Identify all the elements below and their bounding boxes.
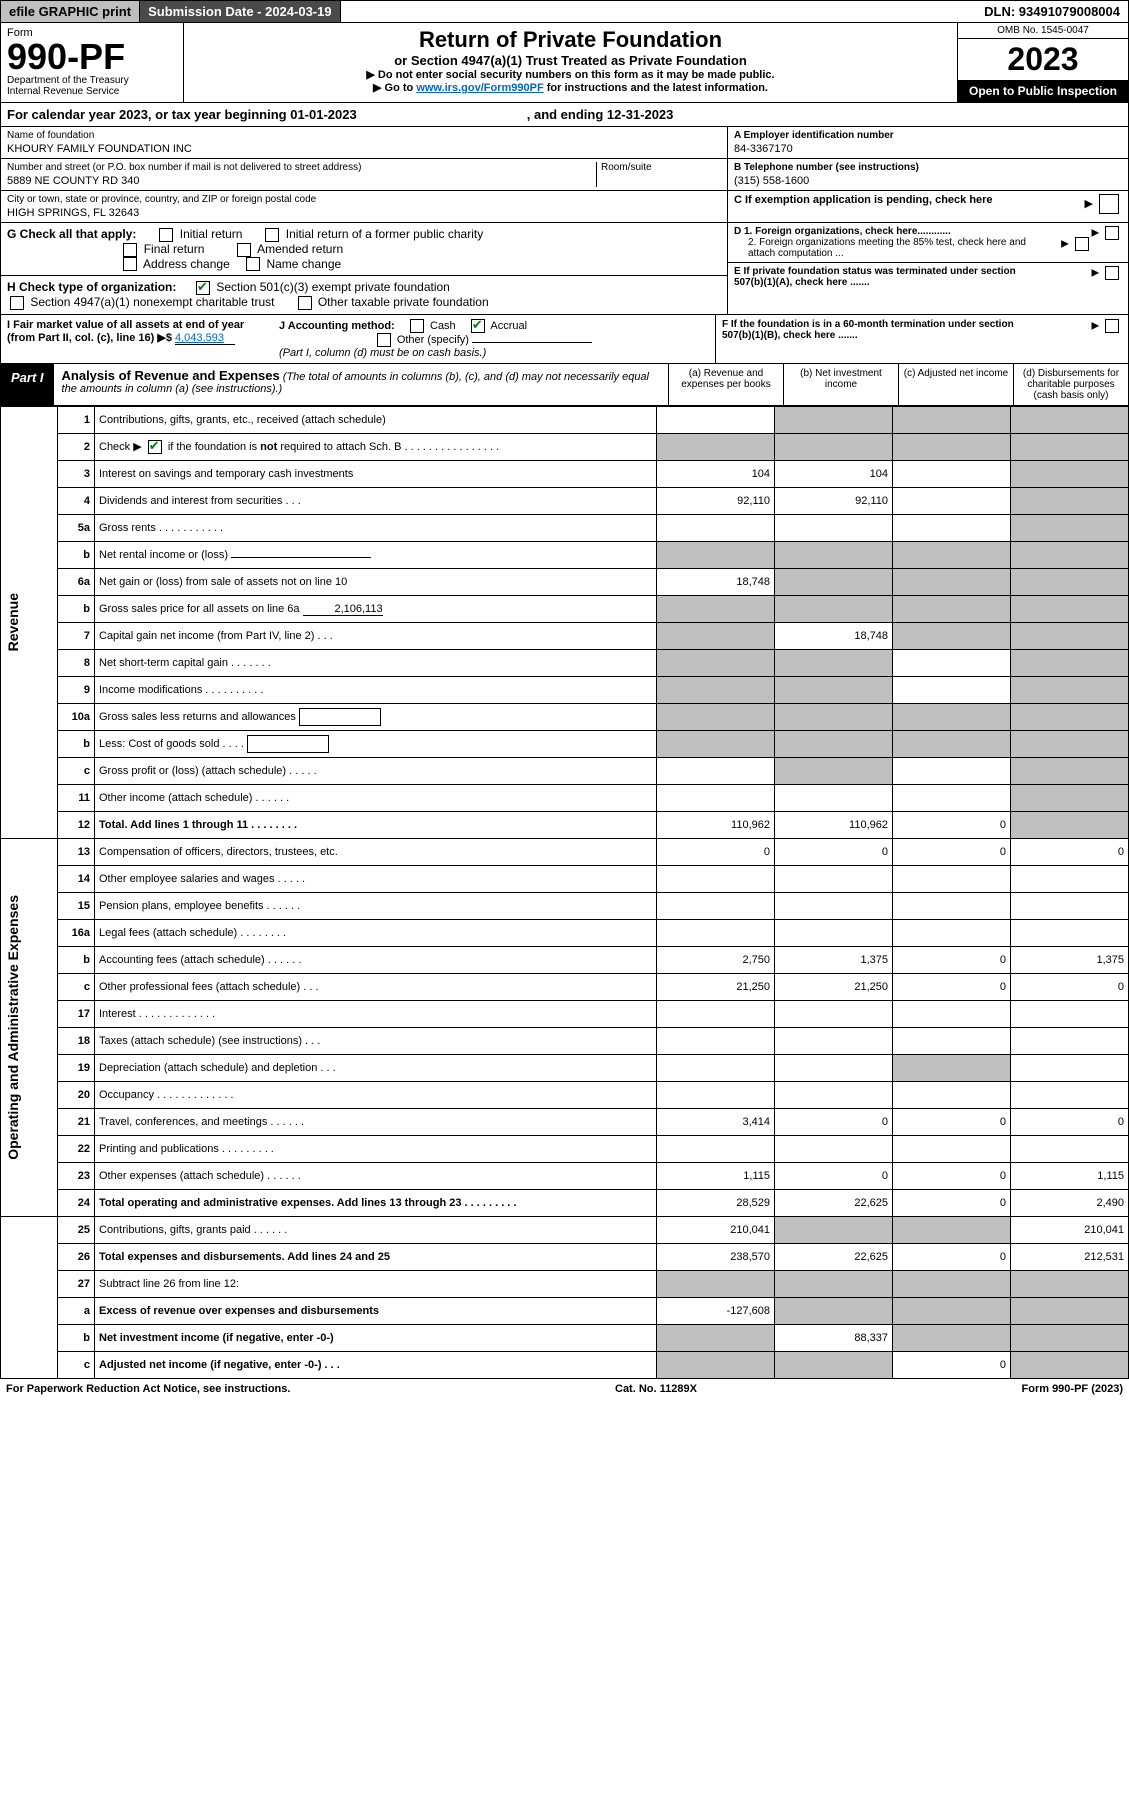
foundation-city: HIGH SPRINGS, FL 32643 (7, 205, 721, 219)
e-checkbox[interactable] (1105, 266, 1119, 280)
h-501c3-checkbox[interactable] (196, 281, 210, 295)
tax-year: 2023 (958, 39, 1128, 80)
i-value[interactable]: 4,043,593 (175, 332, 235, 345)
revenue-label: Revenue (5, 593, 21, 651)
form-title: Return of Private Foundation (192, 27, 949, 53)
d1-label: D 1. Foreign organizations, check here..… (734, 226, 951, 237)
dln-label: DLN: 93491079008004 (976, 1, 1128, 22)
schb-checkbox[interactable] (148, 440, 162, 454)
footer-left: For Paperwork Reduction Act Notice, see … (6, 1383, 290, 1395)
dept-irs: Internal Revenue Service (7, 86, 177, 97)
irs-link[interactable]: www.irs.gov/Form990PF (416, 82, 543, 94)
h-label: H Check type of organization: (7, 280, 176, 294)
col-b-header: (b) Net investment income (783, 364, 898, 405)
footer-right: Form 990-PF (2023) (1022, 1383, 1124, 1395)
part1-table: Revenue 1Contributions, gifts, grants, e… (0, 406, 1129, 1379)
h-4947-checkbox[interactable] (10, 296, 24, 310)
ein-label: A Employer identification number (734, 130, 1122, 141)
efile-print-button[interactable]: efile GRAPHIC print (1, 1, 140, 22)
g-label: G Check all that apply: (7, 227, 136, 241)
j-label: J Accounting method: (279, 320, 395, 332)
addr-label: Number and street (or P.O. box number if… (7, 162, 596, 173)
part1-tag: Part I (1, 364, 54, 405)
h-other-checkbox[interactable] (298, 296, 312, 310)
part1-header: Part I Analysis of Revenue and Expenses … (0, 364, 1129, 406)
room-label: Room/suite (601, 162, 721, 173)
foundation-addr: 5889 NE COUNTY RD 340 (7, 173, 596, 187)
foundation-name: KHOURY FAMILY FOUNDATION INC (7, 141, 721, 155)
dept-treasury: Department of the Treasury (7, 75, 177, 86)
col-a-header: (a) Revenue and expenses per books (668, 364, 783, 405)
d1-checkbox[interactable] (1105, 226, 1119, 240)
tel-label: B Telephone number (see instructions) (734, 162, 1122, 173)
calendar-year-row: For calendar year 2023, or tax year begi… (0, 103, 1129, 127)
form-subtitle: or Section 4947(a)(1) Trust Treated as P… (192, 53, 949, 68)
c-label: C If exemption application is pending, c… (734, 194, 993, 206)
expenses-label: Operating and Administrative Expenses (5, 895, 21, 1160)
g-addrchange-checkbox[interactable] (123, 257, 137, 271)
g-final-checkbox[interactable] (123, 243, 137, 257)
name-label: Name of foundation (7, 130, 721, 141)
j-note: (Part I, column (d) must be on cash basi… (279, 347, 486, 359)
submission-date: Submission Date - 2024-03-19 (140, 1, 341, 22)
f-label: F If the foundation is in a 60-month ter… (722, 319, 1032, 341)
omb-number: OMB No. 1545-0047 (958, 23, 1128, 39)
part1-title: Analysis of Revenue and Expenses (62, 368, 280, 383)
form-note-2: ▶ Go to www.irs.gov/Form990PF for instru… (192, 81, 949, 94)
j-accrual-checkbox[interactable] (471, 319, 485, 333)
check-sections: G Check all that apply: Initial return I… (0, 223, 1129, 315)
g-namechange-checkbox[interactable] (246, 257, 260, 271)
form-header: Form 990-PF Department of the Treasury I… (0, 23, 1129, 103)
ein-value: 84-3367170 (734, 141, 1122, 155)
f-checkbox[interactable] (1105, 319, 1119, 333)
page-footer: For Paperwork Reduction Act Notice, see … (0, 1379, 1129, 1399)
d2-label: 2. Foreign organizations meeting the 85%… (734, 237, 1028, 259)
col-d-header: (d) Disbursements for charitable purpose… (1013, 364, 1128, 405)
e-label: E If private foundation status was termi… (734, 266, 1044, 288)
j-other-checkbox[interactable] (377, 333, 391, 347)
top-bar: efile GRAPHIC print Submission Date - 20… (0, 0, 1129, 23)
col-c-header: (c) Adjusted net income (898, 364, 1013, 405)
g-initial-former-checkbox[interactable] (265, 228, 279, 242)
open-public-badge: Open to Public Inspection (958, 80, 1128, 102)
j-cash-checkbox[interactable] (410, 319, 424, 333)
c-checkbox[interactable] (1099, 194, 1119, 214)
footer-mid: Cat. No. 11289X (615, 1383, 697, 1395)
form-number: 990-PF (7, 39, 177, 75)
form-note-1: ▶ Do not enter social security numbers o… (192, 68, 949, 81)
i-j-row: I Fair market value of all assets at end… (0, 315, 1129, 364)
tel-value: (315) 558-1600 (734, 173, 1122, 187)
g-initial-checkbox[interactable] (159, 228, 173, 242)
city-label: City or town, state or province, country… (7, 194, 721, 205)
d2-checkbox[interactable] (1075, 237, 1089, 251)
foundation-info: Name of foundation KHOURY FAMILY FOUNDAT… (0, 127, 1129, 223)
g-amended-checkbox[interactable] (237, 243, 251, 257)
